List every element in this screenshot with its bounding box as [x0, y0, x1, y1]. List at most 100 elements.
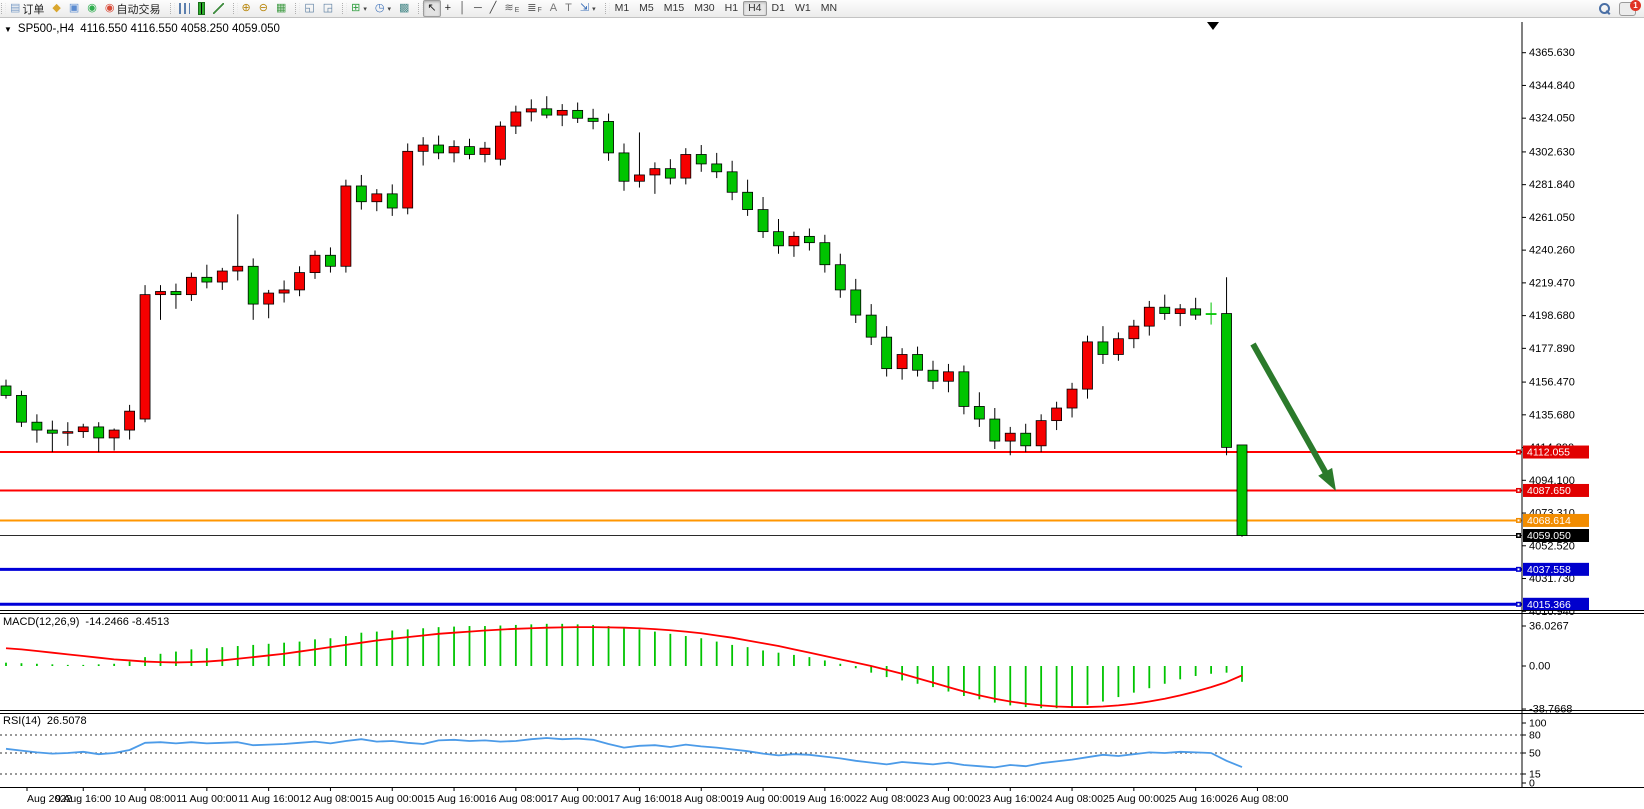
toolbar-right: 1: [1598, 0, 1644, 16]
svg-text:100: 100: [1529, 718, 1547, 730]
svg-text:4219.470: 4219.470: [1529, 277, 1575, 289]
toolbar-group-trade: ▤ 订单 ◆ ▣ ◉ ◉ 自动交易: [0, 0, 169, 17]
resistance-line-1-badge: [1523, 445, 1589, 459]
add-indicator-button[interactable]: ⊞ ▾: [347, 0, 371, 17]
rsi-value: 26.5078: [46, 715, 87, 727]
cascade-windows-icon-glyph: ◱: [304, 2, 315, 14]
svg-text:10 Aug 08:00: 10 Aug 08:00: [114, 793, 176, 805]
svg-text:4324.050: 4324.050: [1529, 113, 1575, 125]
channel-button[interactable]: ≋ E: [500, 0, 523, 17]
svg-text:4281.840: 4281.840: [1529, 179, 1575, 191]
text-button-glyph: A: [549, 2, 558, 14]
crosshair-button-glyph: +: [444, 2, 452, 14]
svg-text:4112.055: 4112.055: [1527, 447, 1570, 459]
text-label-button[interactable]: T: [561, 0, 576, 17]
svg-text:15 Aug 16:00: 15 Aug 16:00: [423, 793, 485, 805]
svg-text:22 Aug 08:00: 22 Aug 08:00: [856, 793, 918, 805]
toolbar-group-timeframes: M1 M5 M15 M30 H1 H4 D1 W1 MN: [604, 0, 846, 17]
svg-text:4156.470: 4156.470: [1529, 377, 1575, 389]
timeframe-d1[interactable]: D1: [771, 2, 785, 14]
order-button-label: 订单: [22, 3, 45, 16]
svg-text:Aug 2022: Aug 2022: [27, 793, 72, 805]
svg-text:4198.680: 4198.680: [1529, 310, 1575, 322]
periods-button-glyph: ◷: [374, 2, 385, 14]
timeframe-m30[interactable]: M30: [694, 2, 715, 14]
bar-chart-icon[interactable]: [175, 0, 194, 17]
new-order-icon[interactable]: ◆: [48, 0, 64, 17]
svg-text:16 Aug 08:00: 16 Aug 08:00: [485, 793, 547, 805]
ohlc-readout: 4116.550 4116.550 4058.250 4059.050: [80, 23, 280, 35]
notifications-icon[interactable]: 1: [1619, 0, 1641, 16]
svg-text:4344.840: 4344.840: [1529, 80, 1575, 92]
arrows-button[interactable]: ⇲ ▾: [576, 0, 600, 17]
svg-text:4365.630: 4365.630: [1529, 47, 1575, 59]
toolbar-group-indicators: ⊞ ▾ ◷ ▾ ▩: [341, 0, 417, 17]
timeframe-w1[interactable]: W1: [794, 2, 811, 14]
arrow-annotation[interactable]: [1250, 342, 1336, 491]
svg-text:80: 80: [1529, 730, 1541, 742]
toolbar: ▤ 订单 ◆ ▣ ◉ ◉ 自动交易 ⊕ ⊖ ▦ ◱ ◲ ⊞ ▾ ◷ ▾ ▩ ↖ + │ ─ ╱ ≋ E ≣ F A T ⇲ ▾ M1 M5 M1…: [0, 0, 1644, 18]
panel-separators[interactable]: [0, 610, 1644, 714]
signals-icon[interactable]: ◉: [83, 0, 101, 17]
line-chart-icon[interactable]: [209, 0, 228, 17]
vertical-line-button-glyph: │: [459, 2, 466, 14]
periods-button[interactable]: ◷ ▾: [371, 0, 395, 17]
svg-text:4094.100: 4094.100: [1529, 475, 1575, 487]
trendline-button[interactable]: ╱: [486, 0, 501, 17]
arrange-windows-icon[interactable]: ◲: [319, 0, 337, 17]
autotrade-button-label: 自动交易: [116, 3, 161, 16]
templates-button[interactable]: ▩: [395, 0, 413, 17]
timeframe-mn[interactable]: MN: [820, 2, 838, 14]
svg-text:50: 50: [1529, 748, 1541, 760]
svg-text:25 Aug 00:00: 25 Aug 00:00: [1103, 793, 1165, 805]
cursor-button[interactable]: ↖: [423, 0, 441, 17]
profile-window-icon[interactable]: ▣: [65, 0, 83, 17]
macd-name: MACD(12,26,9): [3, 616, 80, 628]
chevron-down-icon[interactable]: ▼: [4, 24, 12, 34]
svg-text:25 Aug 16:00: 25 Aug 16:00: [1165, 793, 1227, 805]
svg-text:4059.050: 4059.050: [1527, 530, 1571, 542]
timeframe-h1[interactable]: H1: [724, 2, 739, 14]
timeframe-m5[interactable]: M5: [639, 2, 654, 14]
svg-text:17 Aug 00:00: 17 Aug 00:00: [547, 793, 609, 805]
resistance-line-2-badge: [1523, 483, 1589, 497]
macd-panel: 36.0267 0.00 -38.7668: [5, 621, 1572, 716]
crosshair-button[interactable]: +: [441, 0, 455, 17]
toolbar-group-objects: ↖ + │ ─ ╱ ≋ E ≣ F A T ⇲ ▾: [417, 0, 603, 17]
channel-button-glyph: ≋: [504, 2, 514, 14]
svg-text:19 Aug 16:00: 19 Aug 16:00: [794, 793, 856, 805]
zoom-out-icon[interactable]: ⊖: [255, 0, 272, 17]
svg-text:36.0267: 36.0267: [1529, 621, 1569, 633]
support-line-orange-badge: [1523, 513, 1589, 527]
hlines-layer[interactable]: [0, 451, 1522, 606]
candlestick-icon[interactable]: [194, 0, 209, 17]
svg-text:11 Aug 00:00: 11 Aug 00:00: [176, 793, 237, 805]
autotrade-button[interactable]: ◉ 自动交易: [101, 0, 165, 17]
rsi-name: RSI(14): [3, 715, 41, 727]
svg-text:23 Aug 00:00: 23 Aug 00:00: [917, 793, 979, 805]
notification-badge: 1: [1630, 0, 1641, 11]
signals-icon-glyph: ◉: [87, 2, 97, 14]
vertical-line-button[interactable]: │: [455, 0, 470, 17]
cascade-windows-icon[interactable]: ◱: [300, 0, 318, 17]
timeframe-m15[interactable]: M15: [663, 2, 685, 14]
horizontal-line-button[interactable]: ─: [470, 0, 486, 17]
fibonacci-button[interactable]: ≣ F: [523, 0, 546, 17]
svg-text:4037.558: 4037.558: [1527, 564, 1571, 576]
macd-values: -14.2466 -8.4513: [85, 616, 170, 628]
order-button[interactable]: ▤ 订单: [6, 0, 48, 17]
line-chart-icon-shape: [212, 3, 224, 14]
add-indicator-button-caret: ▾: [363, 5, 367, 13]
search-icon[interactable]: [1598, 2, 1611, 15]
tile-windows-icon[interactable]: ▦: [272, 0, 290, 17]
shift-marker[interactable]: [1207, 22, 1219, 30]
timeframe-m1[interactable]: M1: [614, 2, 630, 14]
svg-text:0.00: 0.00: [1529, 661, 1550, 673]
svg-text:4087.650: 4087.650: [1527, 485, 1571, 497]
price-axis[interactable]: 4365.630 4344.840 4324.050 4302.630 4281.840…: [1516, 22, 1589, 788]
timeframe-h4[interactable]: H4: [743, 1, 767, 16]
zoom-in-icon[interactable]: ⊕: [238, 0, 255, 17]
text-button[interactable]: A: [546, 0, 561, 17]
